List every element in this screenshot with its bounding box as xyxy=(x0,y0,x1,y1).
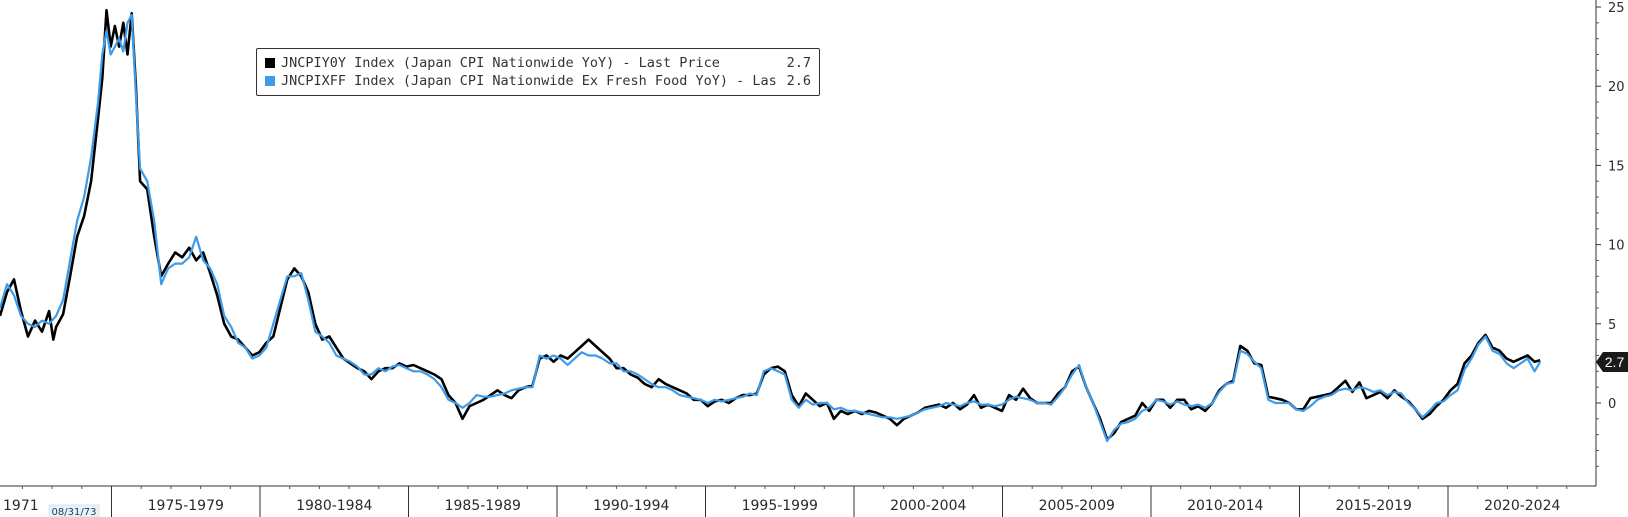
x-tick-label: 2015-2019 xyxy=(1336,498,1412,514)
date-cursor: 08/31/73 xyxy=(48,504,100,517)
series-line-jncpixff xyxy=(0,13,1542,443)
x-tick-label: 1975-1979 xyxy=(148,498,224,514)
x-tick-label: 2005-2009 xyxy=(1039,498,1115,514)
x-tick-label: 1995-1999 xyxy=(742,498,818,514)
legend-label-jncpiy0y: JNCPIY0Y Index (Japan CPI Nationwide YoY… xyxy=(281,55,720,71)
y-tick-label: 20 xyxy=(1608,80,1625,95)
y-tick-label: 10 xyxy=(1608,239,1625,254)
legend-value-jncpixff: 2.6 xyxy=(786,73,811,89)
date-cursor-box xyxy=(48,504,100,517)
x-tick-label: 2020-2024 xyxy=(1484,498,1560,514)
legend-swatch-jncpiy0y xyxy=(265,58,275,68)
x-tick-label: 2010-2014 xyxy=(1187,498,1263,514)
legend-value-jncpiy0y: 2.7 xyxy=(786,55,811,71)
legend-label-jncpixff: JNCPIXFF Index (Japan CPI Nationwide Ex … xyxy=(281,73,777,89)
y-tick-label: 25 xyxy=(1608,1,1625,16)
y-tick-label: 15 xyxy=(1608,159,1625,174)
x-tick-label: 1990-1994 xyxy=(593,498,669,514)
legend-swatch-jncpixff xyxy=(265,76,275,86)
x-tick-label: 1971 xyxy=(3,498,39,514)
x-tick-label: 1980-1984 xyxy=(296,498,372,514)
x-tick-label: 2000-2004 xyxy=(890,498,966,514)
last-value-badge: 2.7 xyxy=(1596,352,1628,372)
y-tick-label: 5 xyxy=(1608,318,1616,333)
legend: JNCPIY0Y Index (Japan CPI Nationwide YoY… xyxy=(256,48,820,96)
series-lines xyxy=(0,8,1542,443)
axes xyxy=(0,0,1597,487)
legend-item-jncpixff: JNCPIXFF Index (Japan CPI Nationwide Ex … xyxy=(265,72,811,90)
y-tick-label: 0 xyxy=(1608,397,1616,412)
x-axis-ticks: 1971 1975-1979 1980-1984 1985-1989 1990-1994… xyxy=(3,486,1568,517)
y-axis-ticks: 0 5 10 15 20 25 xyxy=(1596,1,1625,467)
legend-item-jncpiy0y: JNCPIY0Y Index (Japan CPI Nationwide YoY… xyxy=(265,54,811,72)
x-tick-label: 1985-1989 xyxy=(445,498,521,514)
date-cursor-label: 08/31/73 xyxy=(52,507,97,517)
